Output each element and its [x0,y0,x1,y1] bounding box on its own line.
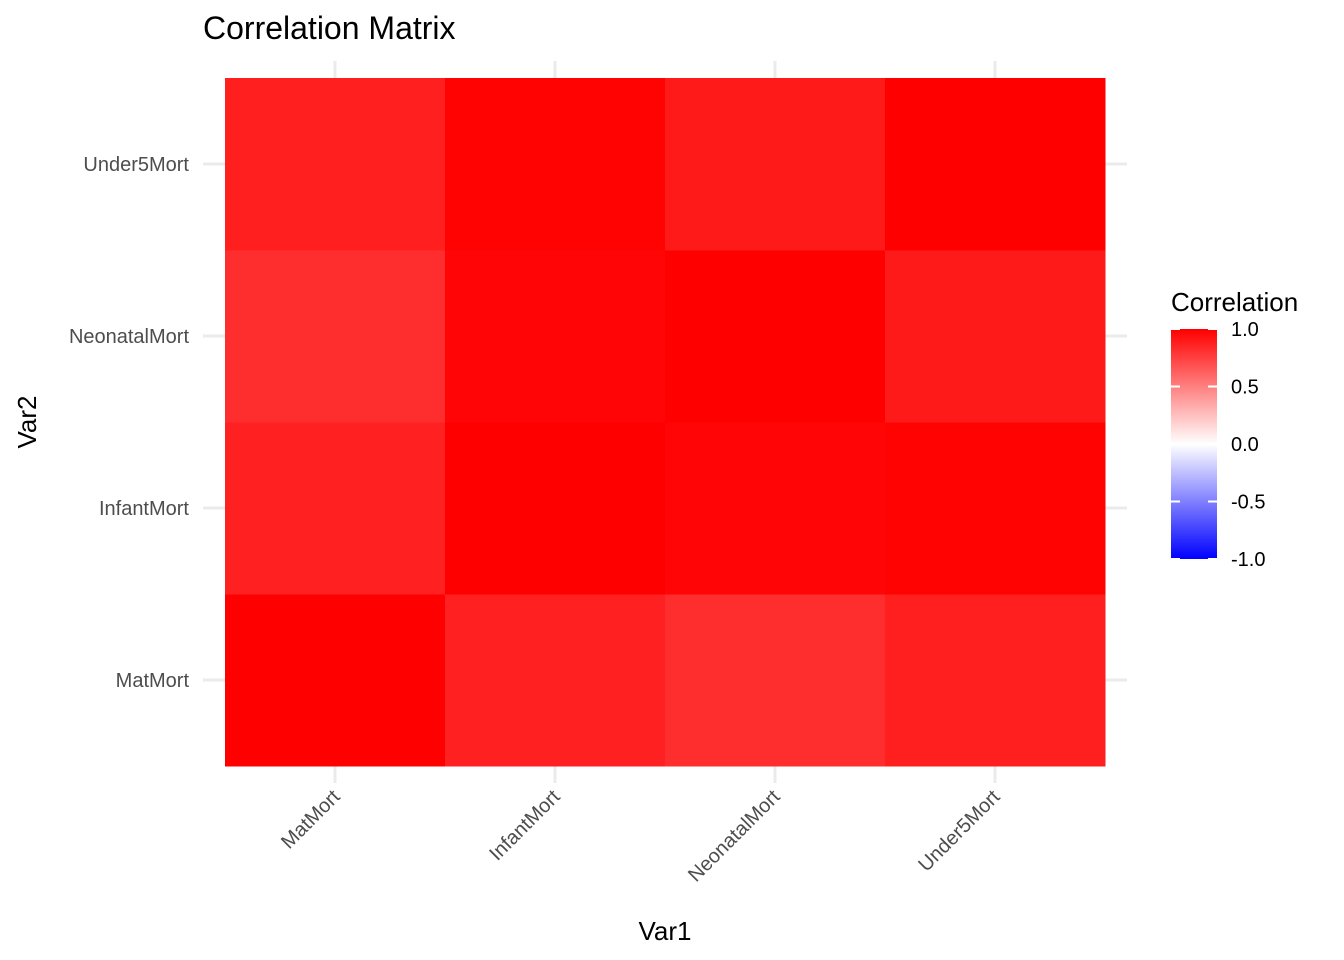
y-tick-label: InfantMort [99,498,189,520]
heatmap-cell [665,422,886,595]
heatmap-cell [445,422,666,595]
heatmap-cell [225,78,446,251]
heatmap-cell [445,250,666,423]
heatmap-cell [665,250,886,423]
legend-tick-label: 0.0 [1231,434,1259,456]
y-tick-label: Under5Mort [83,154,189,176]
heatmap-cell [225,422,446,595]
heatmap-cell [225,594,446,767]
legend-title: Correlation [1171,287,1298,317]
legend-tick-label: 0.5 [1231,377,1259,399]
legend-tick-label: -1.0 [1231,549,1265,571]
heatmap-cell [665,78,886,251]
y-tick-labels: MatMort InfantMort NeonatalMort Under5Mort [69,154,190,692]
x-axis-title: Var1 [639,916,692,946]
heatmap-cell [445,594,666,767]
y-tick-label: MatMort [116,670,190,692]
color-legend: Correlation 1.0 0.5 0.0 -0.5 -1.0 [1171,287,1298,571]
heatmap-cell [885,78,1106,251]
heatmap-cells [225,78,1106,767]
y-axis-title: Var2 [12,396,42,449]
heatmap-cell [225,250,446,423]
chart-title: Correlation Matrix [203,10,456,46]
heatmap-cell [665,594,886,767]
heatmap-cell [885,250,1106,423]
y-tick-label: NeonatalMort [69,326,190,348]
x-tick-label: MatMort [277,786,345,854]
legend-tick-label: -0.5 [1231,492,1265,514]
legend-ticks: 1.0 0.5 0.0 -0.5 -1.0 [1171,319,1265,571]
x-tick-labels: MatMort InfantMort NeonatalMort Under5Mort [277,786,1005,887]
x-tick-label: Under5Mort [914,786,1005,877]
heatmap-cell [445,78,666,251]
x-tick-label: InfantMort [485,786,565,866]
x-tick-label: NeonatalMort [684,786,785,887]
heatmap-cell [885,594,1106,767]
heatmap-cell [885,422,1106,595]
legend-tick-label: 1.0 [1231,319,1259,341]
